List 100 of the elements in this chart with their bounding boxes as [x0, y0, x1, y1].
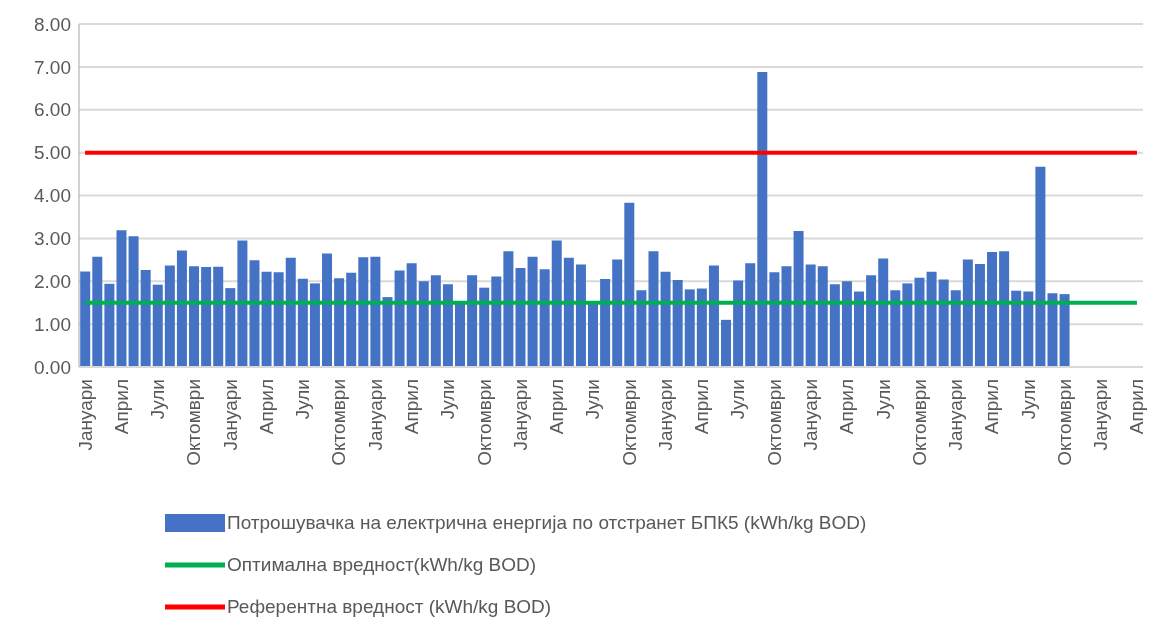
- bar: [769, 272, 780, 367]
- bar: [1047, 293, 1058, 367]
- legend-label: Референтна вредност (kWh/kg BOD): [227, 596, 552, 618]
- x-tick-label: Април: [401, 379, 422, 435]
- bar: [213, 266, 224, 367]
- bar: [1011, 290, 1022, 367]
- bar: [987, 252, 998, 367]
- bar: [866, 275, 877, 367]
- bar: [721, 319, 732, 367]
- bar: [914, 277, 925, 367]
- bar: [104, 283, 115, 367]
- bar: [152, 284, 163, 367]
- bar: [140, 270, 151, 367]
- x-tick-label: Април: [546, 379, 568, 435]
- bar: [189, 266, 200, 367]
- bar: [648, 251, 659, 367]
- bar: [636, 290, 647, 367]
- bar: [624, 202, 635, 367]
- bar: [575, 264, 586, 367]
- x-tick-label: Април: [981, 379, 1003, 435]
- bar: [793, 231, 804, 367]
- bar: [829, 284, 840, 367]
- x-tick-label: Јануари: [364, 379, 386, 451]
- bar: [1023, 291, 1034, 367]
- bar: [503, 251, 514, 367]
- bar: [588, 302, 599, 367]
- bar: [261, 271, 272, 367]
- x-tick-label: Октомври: [618, 379, 640, 466]
- x-tick-label: Јули: [437, 379, 459, 420]
- x-tick-label: Април: [1126, 379, 1148, 435]
- bar: [467, 275, 478, 367]
- bar: [600, 279, 611, 367]
- bar: [334, 278, 345, 367]
- y-tick-label: 7.00: [34, 56, 71, 78]
- bar: [841, 281, 852, 367]
- bar: [878, 258, 889, 367]
- bar: [938, 279, 949, 367]
- bar: [527, 256, 538, 367]
- bar: [116, 230, 127, 367]
- bar: [551, 240, 562, 367]
- legend-label: Потрошувачка на електрична енергија по отстранет БПК5 (kWh/kg BOD): [227, 512, 867, 534]
- bar: [406, 263, 417, 367]
- x-tick-label: Јули: [147, 379, 169, 420]
- bar: [612, 259, 623, 367]
- x-tick-label: Јануари: [509, 379, 531, 451]
- bar: [92, 256, 103, 367]
- x-tick-label: Октомври: [908, 379, 930, 466]
- bar: [225, 288, 236, 367]
- x-tick-label: Јануари: [945, 379, 967, 451]
- bar: [684, 289, 695, 367]
- bar: [128, 236, 139, 367]
- bar: [309, 283, 320, 367]
- bar: [322, 253, 333, 367]
- bar: [660, 271, 671, 367]
- x-tick-label: Јули: [727, 379, 749, 420]
- bar: [249, 260, 260, 367]
- bar: [479, 287, 490, 367]
- y-tick-label: 4.00: [34, 185, 71, 207]
- bar: [418, 281, 429, 367]
- bar: [708, 265, 719, 367]
- bar: [176, 250, 187, 367]
- bar: [563, 257, 574, 367]
- y-tick-label: 8.00: [34, 13, 71, 35]
- bar: [430, 275, 441, 367]
- bar: [491, 276, 502, 367]
- bar: [950, 290, 961, 367]
- bar: [974, 264, 985, 367]
- x-tick-label: Јануари: [74, 379, 96, 451]
- bar: [442, 284, 453, 367]
- bar: [515, 267, 526, 367]
- bar: [346, 272, 357, 367]
- x-tick-label: Јануари: [219, 379, 241, 451]
- x-tick-label: Април: [255, 379, 277, 435]
- bar: [273, 272, 284, 367]
- bar: [926, 271, 937, 367]
- bar: [805, 264, 816, 367]
- bar: [1059, 294, 1070, 367]
- x-tick-label: Јануари: [654, 379, 676, 451]
- bar: [297, 278, 308, 367]
- bar: [854, 291, 865, 367]
- bar: [672, 279, 683, 367]
- y-tick-label: 0.00: [34, 356, 71, 378]
- x-tick-label: Октомври: [1053, 379, 1075, 466]
- bar: [745, 263, 756, 367]
- y-tick-label: 1.00: [34, 313, 71, 335]
- bar: [382, 297, 393, 367]
- bar: [80, 271, 91, 367]
- x-tick-label: Октомври: [473, 379, 495, 466]
- bar: [781, 266, 792, 367]
- bar: [733, 280, 744, 367]
- bar: [455, 302, 466, 367]
- y-tick-label: 6.00: [34, 99, 71, 121]
- x-tick-label: Јануари: [800, 379, 821, 451]
- bar: [394, 270, 405, 367]
- x-tick-label: Октомври: [328, 379, 350, 466]
- x-tick-label: Април: [691, 379, 713, 435]
- bar: [370, 256, 381, 367]
- bar: [1035, 166, 1046, 367]
- bar: [237, 240, 248, 367]
- x-tick-label: Јули: [582, 379, 604, 420]
